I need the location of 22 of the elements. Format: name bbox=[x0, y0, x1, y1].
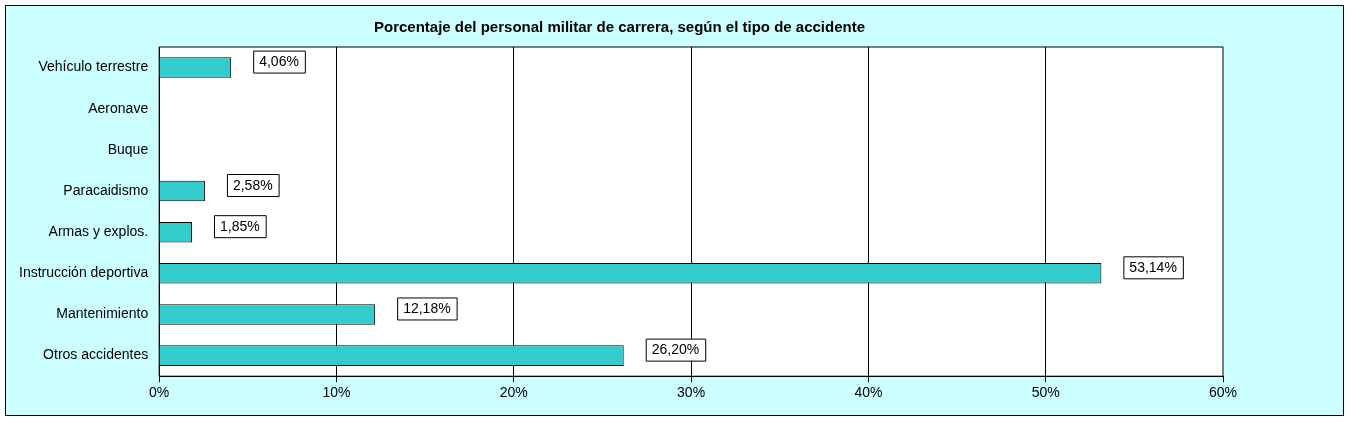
y-tick-label: Aeronave bbox=[88, 99, 149, 116]
y-tick-label: Otros accidentes bbox=[43, 346, 149, 363]
chart-title: Porcentaje del personal militar de carrera, según el tipo de accidente bbox=[373, 18, 866, 36]
data-label: 1,85% bbox=[219, 218, 260, 235]
x-tick-label: 50% bbox=[1031, 384, 1060, 401]
y-tick-label: Vehículo terrestre bbox=[38, 58, 149, 75]
y-tick-label: Instrucción deportiva bbox=[18, 264, 149, 281]
x-tick-label: 10% bbox=[322, 384, 351, 401]
data-label: 26,20% bbox=[651, 341, 700, 358]
data-label: 12,18% bbox=[403, 300, 451, 317]
data-label: 4,06% bbox=[259, 53, 299, 70]
x-tick-label: 0% bbox=[149, 384, 170, 401]
y-tick-label: Mantenimiento bbox=[56, 305, 149, 322]
x-tick-label: 60% bbox=[1208, 384, 1238, 401]
y-tick-label: Buque bbox=[107, 140, 149, 157]
x-tick-label: 20% bbox=[499, 384, 528, 401]
x-tick-label: 40% bbox=[854, 384, 883, 401]
data-label: 2,58% bbox=[232, 176, 273, 193]
y-tick-label: Paracaidismo bbox=[63, 181, 149, 198]
data-label: 53,14% bbox=[1129, 259, 1177, 276]
x-tick-label: 30% bbox=[677, 384, 706, 401]
y-tick-label: Armas y explos. bbox=[48, 223, 149, 240]
